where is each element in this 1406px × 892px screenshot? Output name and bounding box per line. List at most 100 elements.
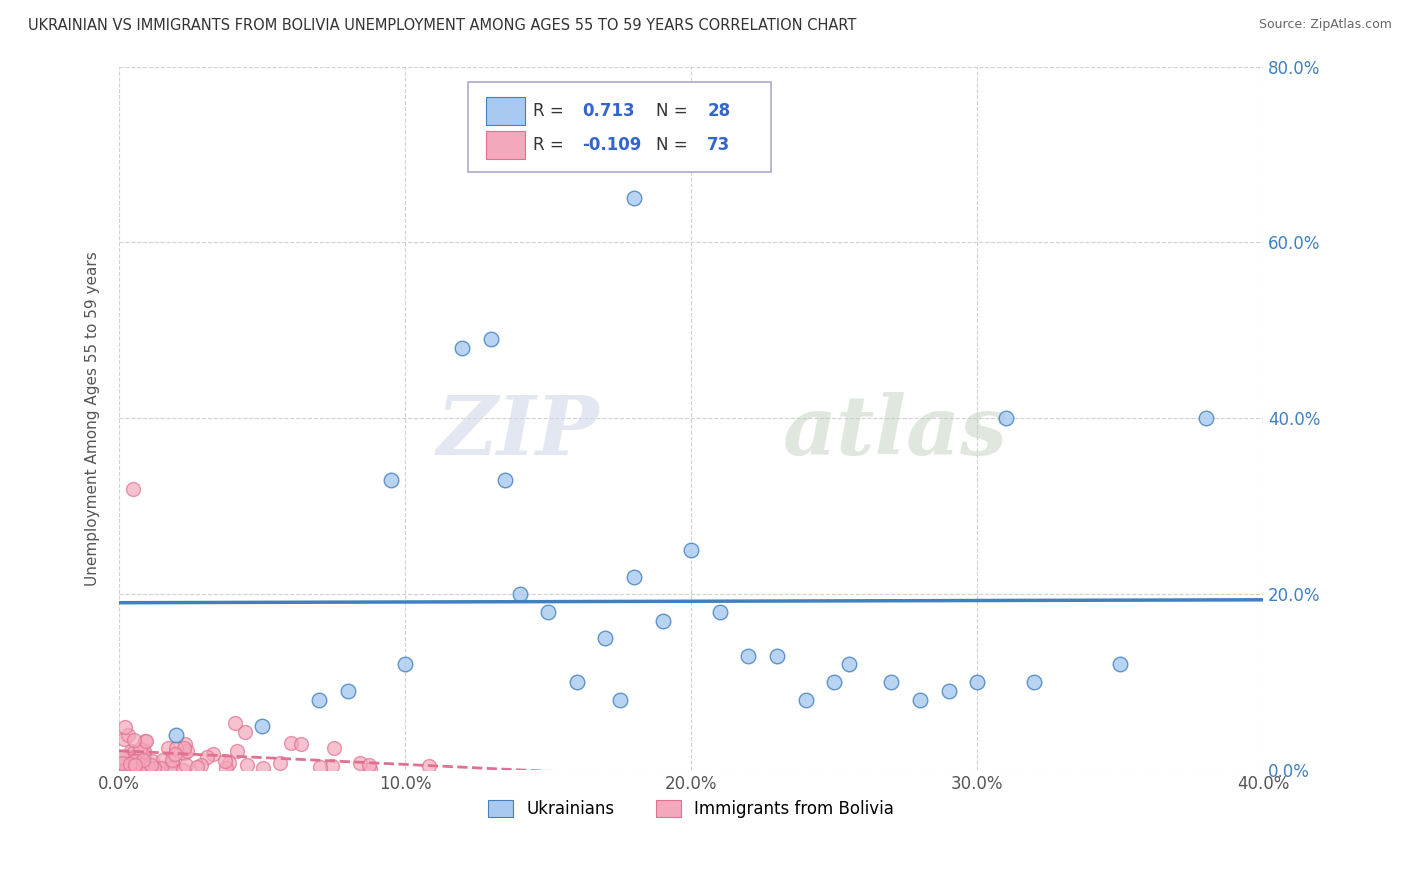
Point: [269, 756, 291, 770]
Text: R =: R =: [533, 102, 569, 120]
Point: [173, 740, 195, 755]
Point: [966, 675, 988, 690]
Point: [509, 587, 531, 601]
Point: [174, 758, 197, 772]
Point: [308, 759, 330, 773]
Point: [280, 736, 302, 750]
Point: [112, 731, 135, 746]
Point: [114, 720, 136, 734]
Point: [479, 332, 502, 346]
Point: [118, 757, 141, 772]
Legend: Ukrainians, Immigrants from Bolivia: Ukrainians, Immigrants from Bolivia: [481, 794, 901, 825]
Point: [290, 737, 312, 751]
Text: ZIP: ZIP: [437, 392, 599, 473]
Point: [162, 755, 184, 769]
Point: [494, 473, 516, 487]
Point: [135, 733, 157, 747]
Text: 0.713: 0.713: [582, 102, 636, 120]
Point: [623, 569, 645, 583]
Point: [111, 756, 134, 770]
Point: [110, 757, 132, 772]
Point: [195, 750, 218, 764]
FancyBboxPatch shape: [468, 82, 772, 172]
Point: [122, 746, 145, 760]
Point: [172, 763, 194, 777]
Point: [380, 473, 402, 487]
Point: [215, 762, 238, 776]
Point: [160, 753, 183, 767]
Point: [114, 763, 136, 777]
Point: [121, 754, 143, 768]
Point: [141, 754, 163, 768]
Text: R =: R =: [533, 136, 569, 153]
Point: [159, 762, 181, 776]
Point: [394, 657, 416, 672]
Point: [124, 758, 146, 772]
Point: [226, 744, 249, 758]
Point: [131, 757, 153, 772]
Point: [118, 752, 141, 766]
Point: [994, 411, 1017, 425]
Point: [880, 675, 903, 690]
Text: 28: 28: [707, 102, 730, 120]
Point: [766, 648, 789, 663]
Point: [252, 761, 274, 775]
Point: [595, 631, 617, 645]
Point: [451, 341, 474, 355]
Point: [418, 759, 440, 773]
Point: [173, 737, 195, 751]
Point: [112, 757, 135, 772]
Point: [125, 757, 148, 772]
Point: [148, 761, 170, 775]
Point: [110, 749, 132, 764]
Point: [142, 763, 165, 777]
Point: [124, 754, 146, 768]
Point: [349, 756, 371, 770]
Point: [1024, 675, 1046, 690]
Point: [132, 743, 155, 757]
Point: [139, 757, 162, 772]
Point: [132, 747, 155, 761]
Point: [202, 747, 225, 761]
Point: [186, 760, 208, 774]
Point: [357, 758, 380, 772]
Text: UKRAINIAN VS IMMIGRANTS FROM BOLIVIA UNEMPLOYMENT AMONG AGES 55 TO 59 YEARS CORR: UKRAINIAN VS IMMIGRANTS FROM BOLIVIA UNE…: [28, 18, 856, 33]
Point: [709, 605, 731, 619]
FancyBboxPatch shape: [486, 97, 526, 125]
Point: [359, 762, 381, 776]
Point: [176, 744, 198, 758]
Point: [224, 715, 246, 730]
Point: [321, 759, 343, 773]
Point: [165, 728, 187, 742]
Point: [115, 762, 138, 776]
Point: [143, 761, 166, 775]
FancyBboxPatch shape: [486, 130, 526, 159]
Point: [156, 741, 179, 756]
Point: [1109, 657, 1132, 672]
Text: N =: N =: [655, 136, 693, 153]
Point: [190, 758, 212, 772]
Text: Source: ZipAtlas.com: Source: ZipAtlas.com: [1258, 18, 1392, 31]
Point: [609, 692, 631, 706]
Point: [233, 725, 256, 739]
Point: [838, 657, 860, 672]
Point: [1195, 411, 1218, 425]
Point: [173, 746, 195, 760]
Text: -0.109: -0.109: [582, 136, 643, 153]
Point: [565, 675, 588, 690]
Point: [537, 605, 560, 619]
Point: [149, 761, 172, 775]
Point: [336, 684, 359, 698]
Point: [120, 743, 142, 757]
Text: atlas: atlas: [783, 392, 1008, 473]
Point: [134, 759, 156, 773]
Point: [794, 692, 817, 706]
Point: [122, 482, 145, 496]
Point: [623, 192, 645, 206]
Point: [681, 543, 703, 558]
Point: [122, 749, 145, 764]
Point: [214, 754, 236, 768]
Point: [165, 741, 187, 756]
Point: [120, 762, 142, 776]
Y-axis label: Unemployment Among Ages 55 to 59 years: Unemployment Among Ages 55 to 59 years: [86, 251, 100, 586]
